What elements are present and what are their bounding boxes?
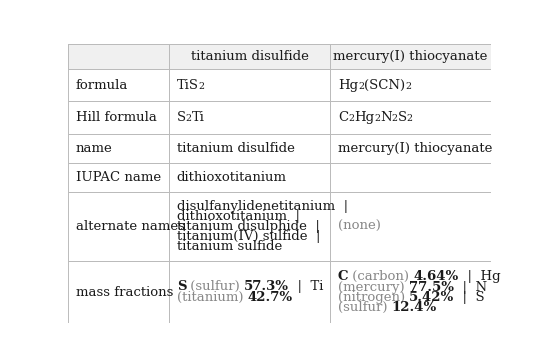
- Text: |  Ti: | Ti: [289, 280, 324, 293]
- Text: (sulfur): (sulfur): [186, 280, 244, 293]
- Bar: [68, 163, 169, 192]
- Text: |  N: | N: [453, 281, 487, 294]
- Text: 77.5%: 77.5%: [409, 281, 453, 294]
- Bar: [330, 44, 490, 69]
- Text: 12.4%: 12.4%: [391, 301, 437, 314]
- Text: TiS: TiS: [177, 79, 198, 91]
- Text: (none): (none): [338, 220, 381, 233]
- Text: dithioxotitanium: dithioxotitanium: [177, 171, 287, 184]
- Text: S: S: [398, 111, 407, 124]
- Text: 42.7%: 42.7%: [247, 291, 293, 304]
- Text: Hill formula: Hill formula: [76, 111, 157, 124]
- Text: |  Hg: | Hg: [459, 270, 500, 283]
- Bar: [330, 192, 490, 261]
- Text: IUPAC name: IUPAC name: [76, 171, 161, 184]
- Bar: [330, 134, 490, 163]
- Text: (titanium): (titanium): [177, 291, 247, 304]
- Text: 2: 2: [198, 82, 204, 91]
- Text: 2: 2: [348, 114, 354, 123]
- Bar: [330, 101, 490, 134]
- Text: 2: 2: [374, 114, 380, 123]
- Text: 5.42%: 5.42%: [409, 291, 455, 304]
- Bar: [68, 44, 490, 69]
- Text: titanium(IV) sulfide  |: titanium(IV) sulfide |: [177, 231, 320, 243]
- Bar: [68, 44, 490, 69]
- Text: mercury(I) thiocyanate: mercury(I) thiocyanate: [338, 142, 492, 155]
- Text: titanium sulfide: titanium sulfide: [177, 240, 282, 253]
- Text: (sulfur): (sulfur): [338, 301, 391, 314]
- Bar: [68, 261, 169, 323]
- Text: 57.3%: 57.3%: [244, 280, 289, 293]
- Text: 2: 2: [407, 114, 413, 123]
- Text: Ti: Ti: [192, 111, 204, 124]
- Text: (carbon): (carbon): [348, 270, 414, 283]
- Bar: [330, 69, 490, 101]
- Bar: [330, 163, 490, 192]
- Text: alternate names: alternate names: [76, 220, 185, 233]
- Text: C: C: [338, 270, 348, 283]
- Text: (mercury): (mercury): [338, 281, 409, 294]
- Text: 4.64%: 4.64%: [414, 270, 459, 283]
- Text: |  S: | S: [455, 291, 485, 304]
- Text: 2: 2: [392, 114, 398, 123]
- Bar: [169, 69, 330, 101]
- Bar: [169, 163, 330, 192]
- Text: dithioxotitanium  |: dithioxotitanium |: [177, 210, 300, 223]
- Text: N: N: [380, 111, 392, 124]
- Bar: [68, 69, 169, 101]
- Bar: [68, 101, 169, 134]
- Text: titanium disulfide: titanium disulfide: [191, 50, 308, 63]
- Text: S: S: [177, 111, 186, 124]
- Text: name: name: [76, 142, 113, 155]
- Text: S: S: [177, 280, 186, 293]
- Text: disulfanylidenetitanium  |: disulfanylidenetitanium |: [177, 200, 348, 213]
- Bar: [68, 192, 169, 261]
- Text: 2: 2: [186, 114, 192, 123]
- Text: Hg: Hg: [354, 111, 374, 124]
- Text: (SCN): (SCN): [364, 79, 405, 91]
- Bar: [169, 192, 330, 261]
- Bar: [330, 261, 490, 323]
- Text: mass fractions: mass fractions: [76, 286, 173, 299]
- Text: 2: 2: [358, 82, 364, 91]
- Text: (nitrogen): (nitrogen): [338, 291, 409, 304]
- Text: Hg: Hg: [338, 79, 358, 91]
- Bar: [169, 261, 330, 323]
- Bar: [169, 134, 330, 163]
- Text: C: C: [338, 111, 348, 124]
- Bar: [169, 44, 330, 69]
- Bar: [169, 101, 330, 134]
- Text: formula: formula: [76, 79, 128, 91]
- Text: 2: 2: [405, 82, 411, 91]
- Text: titanium disulphide  |: titanium disulphide |: [177, 220, 319, 233]
- Text: mercury(I) thiocyanate: mercury(I) thiocyanate: [333, 50, 487, 63]
- Bar: [68, 134, 169, 163]
- Text: titanium disulfide: titanium disulfide: [177, 142, 294, 155]
- Bar: [68, 44, 169, 69]
